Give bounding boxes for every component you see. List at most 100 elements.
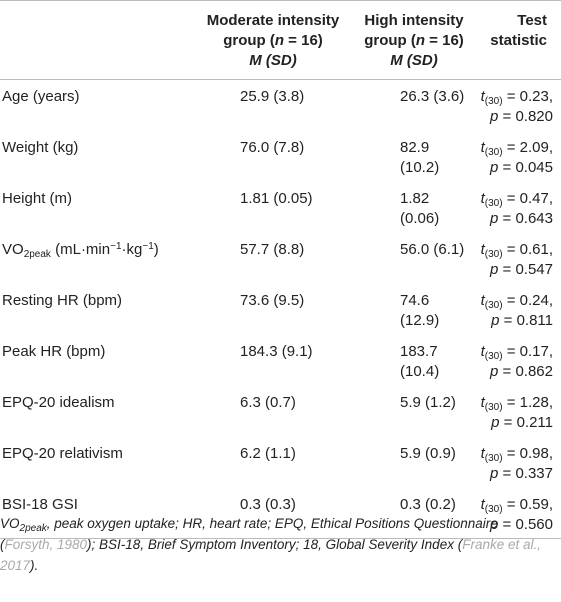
df: (30) — [484, 452, 503, 464]
label-unit-c: ) — [153, 240, 159, 258]
moderate-value: 6.2 (1.1) — [240, 444, 296, 462]
test-statistic: t(30) = 1.28, p = 0.211 — [470, 386, 561, 437]
high-value: 26.3 (3.6) — [400, 88, 465, 105]
high-value: 1.82 (0.06) — [400, 189, 440, 227]
characteristics-table: Moderate intensity group (n = 16) M (SD)… — [0, 0, 561, 539]
label-sup-2: −1 — [142, 240, 154, 252]
test-statistic: t(30) = 0.61, p = 0.547 — [470, 233, 561, 284]
p-value: = 0.643 — [498, 209, 553, 227]
moderate-value: 76.0 (7.8) — [240, 138, 305, 156]
test-statistic: t(30) = 0.24, p = 0.811 — [470, 284, 561, 335]
table-row: BSI-18 GSI 0.3 (0.3) 0.3 (0.2) t(30) = 0… — [0, 488, 561, 539]
table-body: Age (years) 25.9 (3.8) 26.3 (3.6) t(30) … — [0, 80, 561, 539]
high-value: 56.0 (6.1) — [400, 240, 465, 258]
high-value: 82.9 (10.2) — [400, 138, 440, 176]
table-row: EPQ-20 relativism 6.2 (1.1) 5.9 (0.9) t(… — [0, 437, 561, 488]
p-symbol: p — [490, 260, 499, 278]
df: (30) — [484, 299, 503, 311]
row-label: EPQ-20 idealism — [2, 393, 115, 411]
row-label: Peak HR (bpm) — [2, 342, 106, 360]
note-text-3: ). — [30, 558, 39, 573]
high-value: 183.7 (10.4) — [400, 342, 440, 380]
t-value: = 0.98, — [502, 444, 553, 462]
high-value: 5.9 (1.2) — [400, 393, 456, 411]
header-moderate-group-text: group ( — [223, 32, 275, 49]
reference-link-forsyth[interactable]: Forsyth, 1980 — [4, 537, 88, 552]
label-sup-1: −1 — [110, 240, 122, 252]
p-symbol: p — [490, 464, 499, 482]
test-statistic: t(30) = 0.98, p = 0.337 — [470, 437, 561, 488]
header-high-group-text: group ( — [364, 32, 416, 49]
p-symbol: p — [490, 158, 499, 176]
t-symbol: t — [480, 342, 485, 360]
note-vo-sub: 2peak — [19, 523, 47, 534]
row-label: BSI-18 GSI — [2, 495, 78, 513]
t-symbol: t — [480, 291, 485, 309]
row-label: Weight (kg) — [2, 138, 79, 156]
moderate-value: 1.81 (0.05) — [240, 189, 313, 207]
t-value: = 0.24, — [502, 291, 553, 309]
table-row: VO2peak (mL·min−1·kg−1) 57.7 (8.8) 56.0 … — [0, 233, 561, 284]
df: (30) — [484, 350, 503, 362]
header-moderate-n-value: = 16) — [284, 32, 323, 49]
t-value: = 0.47, — [502, 189, 553, 207]
header-moderate-m: M — [249, 52, 262, 69]
header-empty — [0, 1, 190, 80]
p-symbol: p — [490, 209, 499, 227]
moderate-value: 184.3 (9.1) — [240, 342, 313, 360]
header-statistic: statistic — [490, 32, 547, 49]
header-high-m: M — [390, 52, 403, 69]
row-label: EPQ-20 relativism — [2, 444, 123, 462]
row-label: VO2peak (mL·min−1·kg−1) — [0, 233, 190, 284]
p-value: = 0.560 — [498, 515, 553, 533]
t-value: = 0.61, — [502, 240, 553, 258]
note-text-1: , peak oxygen uptake; HR, heart rate; EP… — [0, 516, 498, 552]
t-value: = 0.17, — [502, 342, 553, 360]
moderate-value: 6.3 (0.7) — [240, 393, 296, 411]
t-symbol: t — [480, 189, 485, 207]
row-label: Height (m) — [2, 189, 73, 207]
t-symbol: t — [480, 240, 485, 258]
header-high-paren-close: ) — [432, 52, 438, 69]
t-symbol: t — [480, 138, 485, 156]
t-value: = 0.23, — [502, 88, 553, 105]
header-moderate-group: Moderate intensity group (n = 16) M (SD) — [190, 1, 350, 80]
header-moderate-paren-close: ) — [291, 52, 297, 69]
table-row: EPQ-20 idealism 6.3 (0.7) 5.9 (1.2) t(30… — [0, 386, 561, 437]
high-value: 0.3 (0.2) — [400, 495, 456, 513]
test-statistic: t(30) = 0.59, p = 0.560 — [470, 488, 561, 539]
table-row: Resting HR (bpm) 73.6 (9.5) 74.6 (12.9) … — [0, 284, 561, 335]
moderate-value: 25.9 (3.8) — [240, 88, 305, 105]
p-symbol: p — [491, 311, 500, 329]
label-unit-b: ·kg — [121, 240, 143, 258]
test-statistic: t(30) = 0.17, p = 0.862 — [470, 335, 561, 386]
header-high-group: High intensity group (n = 16) M (SD) — [350, 1, 470, 80]
table-row: Height (m) 1.81 (0.05) 1.82 (0.06) t(30)… — [0, 182, 561, 233]
test-statistic: t(30) = 0.23, p = 0.820 — [470, 80, 561, 131]
header-moderate-sd: SD — [270, 52, 292, 69]
t-symbol: t — [480, 495, 485, 513]
reference-link-franke[interactable]: Franke et al., 2017 — [0, 537, 541, 573]
df: (30) — [484, 197, 503, 209]
high-value: 74.6 (12.9) — [400, 291, 440, 329]
p-symbol: p — [490, 108, 499, 125]
header-high-n-value: = 16) — [425, 32, 464, 49]
table-footnote: VO2peak, peak oxygen uptake; HR, heart r… — [0, 513, 552, 576]
p-value: = 0.862 — [498, 362, 553, 380]
moderate-value: 73.6 (9.5) — [240, 291, 305, 309]
moderate-value: 0.3 (0.3) — [240, 495, 296, 513]
header-moderate-title: Moderate intensity — [206, 12, 340, 29]
high-value: 5.9 (0.9) — [400, 444, 456, 462]
t-value: = 2.09, — [502, 138, 553, 156]
p-value: = 0.045 — [498, 158, 553, 176]
header-moderate-n: n — [274, 32, 285, 49]
test-statistic: t(30) = 2.09, p = 0.045 — [470, 131, 561, 182]
header-high-sd: SD — [411, 52, 433, 69]
df: (30) — [484, 401, 503, 413]
t-symbol: t — [480, 444, 485, 462]
label-unit-a: (mL·min — [50, 240, 111, 258]
df: (30) — [484, 503, 503, 515]
row-label: Age (years) — [2, 88, 80, 105]
df: (30) — [484, 96, 503, 107]
